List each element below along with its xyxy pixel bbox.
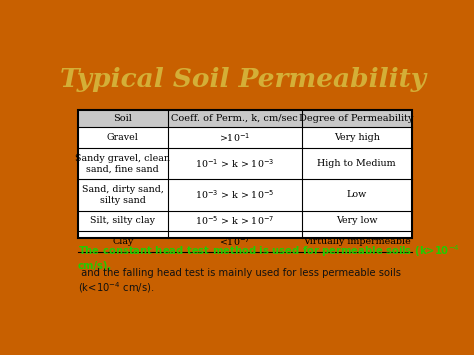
Bar (78, 110, 412, 127)
Text: 10$^{-3}$ > k > 10$^{-5}$: 10$^{-3}$ > k > 10$^{-5}$ (195, 189, 274, 201)
Text: 10$^{-1}$ > k > 10$^{-3}$: 10$^{-1}$ > k > 10$^{-3}$ (195, 157, 274, 170)
Text: >10$^{-1}$: >10$^{-1}$ (219, 131, 250, 144)
Text: Silt, silty clay: Silt, silty clay (90, 217, 155, 225)
Text: Coeff. of Perm., k, cm/sec: Coeff. of Perm., k, cm/sec (172, 114, 298, 123)
Text: and the falling head test is mainly used for less permeable soils
(k<10$^{-4}$ c: and the falling head test is mainly used… (78, 268, 401, 295)
Text: The constant head test method is used for permeable soils (k>10$^{-4}$
cm/s),: The constant head test method is used fo… (78, 244, 460, 271)
Text: Soil: Soil (113, 114, 132, 123)
Text: Sand, dirty sand,
silty sand: Sand, dirty sand, silty sand (82, 185, 164, 205)
Text: 10$^{-5}$ > k > 10$^{-7}$: 10$^{-5}$ > k > 10$^{-7}$ (195, 215, 274, 227)
Text: Sandy gravel, clean
sand, fine sand: Sandy gravel, clean sand, fine sand (75, 154, 170, 173)
Text: Very high: Very high (334, 133, 380, 142)
Text: Virtually impermeable: Virtually impermeable (303, 237, 410, 246)
Text: Degree of Permeability: Degree of Permeability (300, 114, 414, 123)
Bar (78, 110, 412, 238)
Text: Clay: Clay (112, 237, 134, 246)
Text: Typical Soil Permeability: Typical Soil Permeability (60, 67, 426, 92)
Text: Low: Low (346, 191, 367, 200)
Text: <10$^{-7}$: <10$^{-7}$ (219, 235, 250, 248)
Text: High to Medium: High to Medium (318, 159, 396, 168)
Bar (78, 110, 412, 238)
Text: Very low: Very low (336, 217, 377, 225)
Text: Gravel: Gravel (107, 133, 139, 142)
